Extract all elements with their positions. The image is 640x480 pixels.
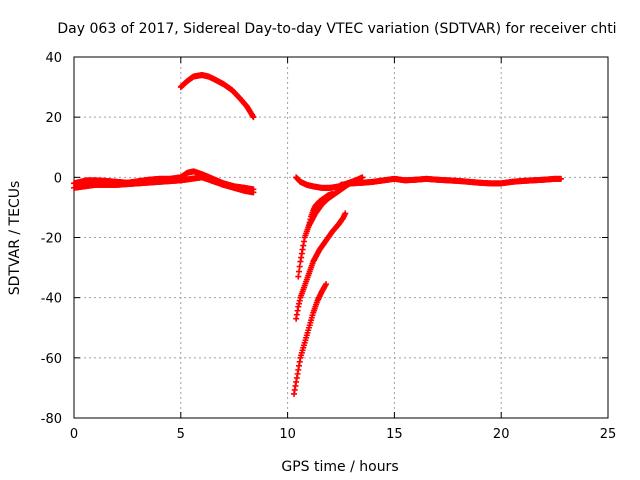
data-point [296,263,303,270]
series-curve-d [305,190,336,229]
x-tick-label: 20 [493,427,510,442]
data-point [346,180,353,187]
grid-lines [74,57,608,418]
y-tick-label: -80 [41,412,62,427]
y-tick-label: -60 [41,352,62,367]
series-right-band [338,175,565,188]
x-tick-label: 15 [386,427,403,442]
x-tick-label: 0 [70,427,78,442]
data-point [329,190,336,197]
y-axis-title: SDTVAR / TECUs [7,181,23,296]
data-point [295,268,302,275]
data-point [250,189,257,196]
data-point [359,174,366,181]
series-high-arc [177,72,257,121]
data-point [558,175,565,182]
data-point [295,273,302,280]
y-tick-label: -40 [41,292,62,307]
data-point [342,210,349,217]
y-tick-label: 20 [45,111,62,126]
axis-ticks: 0 5 10 15 20 25 -80 -60 -40 -20 0 20 40 [41,51,617,442]
y-tick-label: 40 [45,51,62,66]
data-point [323,281,330,288]
x-axis-title: GPS time / hours [281,459,398,475]
y-tick-label: 0 [54,171,62,186]
data-points [71,72,565,397]
x-tick-label: 25 [600,427,617,442]
x-tick-label: 10 [279,427,296,442]
y-tick-label: -20 [41,232,62,247]
series-main-band-lower [71,174,257,196]
data-point [250,114,257,121]
x-tick-label: 5 [177,427,185,442]
series-curve-c [291,281,330,397]
series-curve-b [293,210,349,322]
chart-title: Day 063 of 2017, Sidereal Day-to-day VTE… [57,21,616,37]
